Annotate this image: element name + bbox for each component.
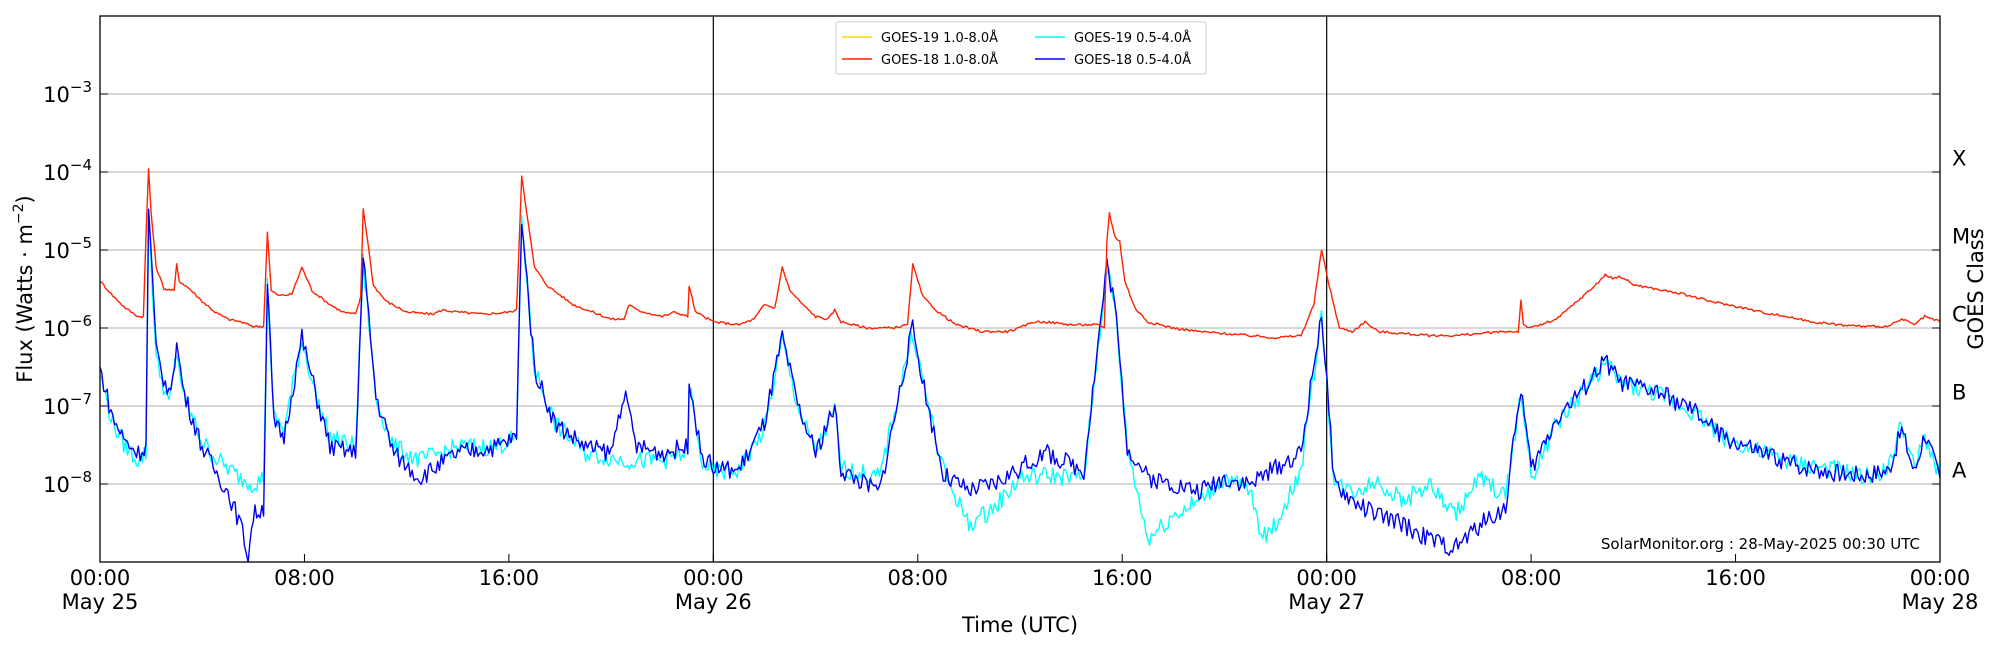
- legend-label-goes18-short: GOES-18 0.5-4.0Å: [1074, 52, 1191, 68]
- y-tick-exp: −7: [70, 390, 92, 408]
- goes-class-label: M: [1952, 224, 1970, 248]
- y-tick-base: 10: [43, 473, 70, 497]
- y-tick-label: 10−6: [43, 312, 92, 341]
- gridlines: [100, 93, 1940, 485]
- y-tick-label: 10−4: [43, 156, 92, 185]
- y-axis-title-close: ): [13, 195, 37, 203]
- y-tick-base: 10: [43, 239, 70, 263]
- goes-class-label: B: [1952, 380, 1966, 404]
- series-line-goes18-long: [100, 168, 1940, 340]
- legend-box: [835, 21, 1207, 75]
- series-line-goes19-short: [100, 212, 1940, 546]
- y-tick-exp: −4: [70, 156, 92, 174]
- x-tick-time: 16:00: [1092, 566, 1153, 590]
- x-axis-title: Time (UTC): [961, 613, 1078, 637]
- y-tick-label: 10−8: [43, 468, 92, 497]
- x-tick-time: 16:00: [1705, 566, 1766, 590]
- y-tick-exp: −8: [70, 468, 92, 486]
- x-tick-date: May 25: [62, 590, 139, 614]
- x-tick-time: 00:00: [1910, 566, 1971, 590]
- x-tick-date: May 28: [1902, 590, 1979, 614]
- x-tick-time: 08:00: [274, 566, 335, 590]
- goes-class-label: C: [1952, 302, 1967, 326]
- goes-class-label: A: [1952, 458, 1967, 482]
- y-tick-exp: −6: [70, 312, 92, 330]
- x-tick-time: 16:00: [479, 566, 540, 590]
- x-tick-time: 00:00: [1296, 566, 1357, 590]
- x-tick-time: 08:00: [1501, 566, 1562, 590]
- y-tick-label: 10−7: [43, 390, 92, 419]
- x-tick-date: May 26: [675, 590, 752, 614]
- legend-label-goes19-long: GOES-19 1.0-8.0Å: [881, 30, 998, 46]
- y-axis-title: Flux (Watts · m−2): [11, 195, 37, 383]
- y-tick-base: 10: [43, 395, 70, 419]
- y-axis-title-main: Flux (Watts · m: [13, 224, 37, 383]
- legend: GOES-19 1.0-8.0Å GOES-18 1.0-8.0Å GOES-1…: [835, 21, 1207, 75]
- y-tick-exp: −5: [70, 234, 92, 252]
- y-tick-label: 10−3: [43, 78, 92, 107]
- x-tick-time: 00:00: [683, 566, 744, 590]
- y-tick-base: 10: [43, 83, 70, 107]
- y-tick-base: 10: [43, 161, 70, 185]
- x-tick-date: May 27: [1288, 590, 1365, 614]
- plot-frame: [99, 15, 1941, 563]
- y-tick-exp: −3: [70, 78, 92, 96]
- series-line-goes18-short: [100, 208, 1940, 562]
- series-layer: [100, 168, 1940, 562]
- y-tick-base: 10: [43, 317, 70, 341]
- legend-label-goes19-short: GOES-19 0.5-4.0Å: [1074, 30, 1191, 46]
- x-tick-time: 00:00: [70, 566, 131, 590]
- credit-text: SolarMonitor.org : 28-May-2025 00:30 UTC: [1601, 535, 1920, 553]
- legend-label-goes18-long: GOES-18 1.0-8.0Å: [881, 52, 998, 68]
- y-tick-label: 10−5: [43, 234, 92, 263]
- goes-class-axis-title: GOES Class: [1964, 228, 1988, 349]
- goes-class-label: X: [1952, 146, 1966, 170]
- x-tick-time: 08:00: [888, 566, 949, 590]
- class-axis-ticks: A B C M X: [1952, 146, 1970, 482]
- y-axis-title-sup: −2: [11, 203, 27, 224]
- y-axis-ticks: 10−810−710−610−510−410−3: [43, 15, 1940, 563]
